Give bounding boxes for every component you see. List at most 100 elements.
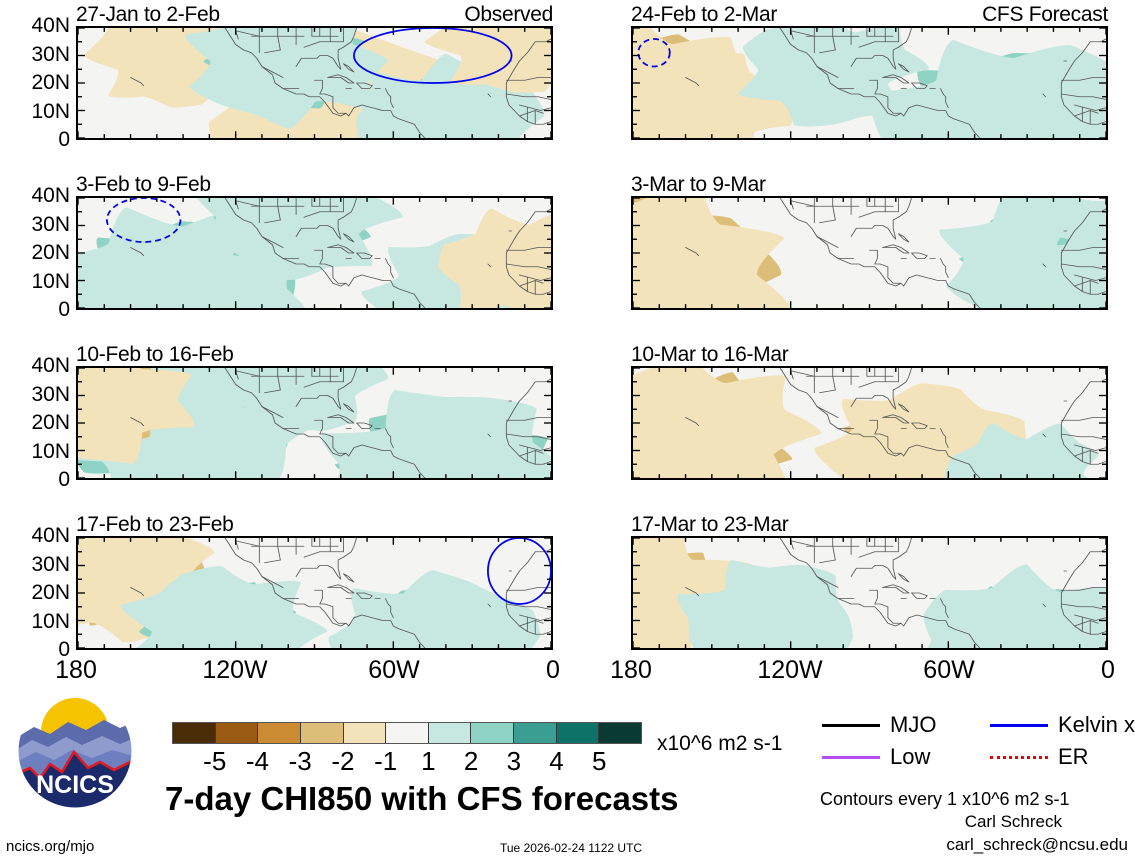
- coastline-path: [487, 263, 491, 268]
- coastline-path: [505, 266, 551, 295]
- coastline-path: [790, 540, 815, 547]
- coastline-path: [819, 49, 836, 54]
- map-plot-area[interactable]: [631, 536, 1108, 650]
- coastline-path: [1060, 208, 1106, 268]
- coastline-path: [348, 444, 426, 478]
- coastline-path: [327, 584, 355, 594]
- coastline-path: [911, 252, 928, 259]
- coastline-path: [1060, 606, 1106, 635]
- coastline-path: [1060, 263, 1106, 270]
- wave-legend: MJO Kelvin x2 Low ER: [822, 712, 1135, 772]
- map-plot-area[interactable]: [631, 26, 1108, 140]
- axis-ticks: [633, 198, 1106, 308]
- legend-item-kelvin-x2: Kelvin x2: [990, 712, 1135, 738]
- axis-ticks: [78, 538, 551, 648]
- coastline-path: [882, 414, 910, 424]
- map-plot-area[interactable]: [76, 26, 553, 140]
- coastline-path: [897, 63, 910, 73]
- panel-title: 17-Mar to 23-Mar: [631, 513, 789, 536]
- coastline-path: [819, 389, 836, 394]
- legend-line-swatch: [990, 755, 1048, 759]
- coastline-path: [790, 200, 815, 207]
- anomaly-shading: [78, 368, 551, 478]
- panel-title: 3-Feb to 9-Feb: [76, 173, 211, 196]
- coastline-path: [519, 444, 551, 451]
- y-axis-tick-label: 20N: [31, 581, 70, 604]
- coastline-path: [487, 603, 491, 608]
- coastline-path: [519, 450, 544, 457]
- x-axis-tick-label: 180: [55, 656, 97, 684]
- anomaly-contour-band: [328, 570, 541, 648]
- coastline-path: [505, 96, 551, 125]
- wave-contour-kelvin-x2: [637, 38, 671, 68]
- coastline-path: [314, 249, 347, 284]
- colorbar-tick-label: 1: [421, 746, 436, 776]
- colorbar-swatch: [300, 723, 344, 743]
- coastline-path: [858, 211, 876, 218]
- coastline-path: [130, 247, 145, 257]
- y-axis-tick-label: 10N: [31, 439, 70, 463]
- coastline-path: [869, 79, 902, 114]
- coastline-path: [385, 598, 394, 619]
- coastline-path: [487, 433, 491, 438]
- coastline-path: [314, 419, 347, 454]
- anomaly-contour-band: [677, 559, 853, 648]
- coastline-path: [264, 219, 281, 224]
- author-label: Carl Schreck: [964, 812, 1062, 831]
- email-label[interactable]: carl_schreck@ncsu.edu: [946, 835, 1128, 854]
- map-panel: 24-Feb to 2-Mar CFS Forecast: [631, 3, 1108, 140]
- y-axis-tick-label: 20N: [31, 411, 70, 434]
- colorbar: -5 -4 -3 -2 -1 1 2 3 4 5 x10^6 m2 s-1: [172, 722, 782, 782]
- map-plot-area[interactable]: [76, 366, 553, 480]
- axis-ticks: [633, 368, 1106, 478]
- anomaly-contour-band: [438, 208, 551, 308]
- coastline-path: [505, 587, 551, 591]
- coastlines: [130, 538, 551, 648]
- anomaly-contour-band: [737, 28, 929, 127]
- y-axis-tick-label: 10N: [31, 609, 70, 633]
- coastline-path: [816, 576, 839, 588]
- coastline-path: [1060, 93, 1106, 100]
- y-axis-tick-label: 10N: [31, 99, 70, 123]
- map-plot-area[interactable]: [76, 196, 553, 310]
- coastline-path: [1060, 247, 1106, 251]
- coastline-path: [1060, 77, 1106, 81]
- coastline-path: [816, 66, 839, 78]
- map-plot-area[interactable]: [631, 196, 1108, 310]
- anomaly-contour-band: [994, 216, 1106, 308]
- y-axis-tick-label: 10N: [31, 269, 70, 293]
- coastline-path: [505, 606, 551, 635]
- anomaly-contour-band: [120, 566, 328, 648]
- coastline-path: [235, 198, 239, 210]
- colorbar-tick-label: -2: [331, 746, 355, 776]
- coastline-path: [130, 587, 145, 597]
- y-axis-tick-label: 20N: [31, 71, 70, 94]
- coastline-path: [1060, 378, 1106, 438]
- coastline-path: [356, 252, 373, 259]
- coastline-path: [342, 573, 355, 583]
- axis-ticks: [78, 28, 551, 138]
- coastline-path: [882, 584, 910, 594]
- footer-site-link[interactable]: ncics.org/mjo: [6, 838, 95, 855]
- wave-contours: [106, 198, 182, 243]
- y-axis-tick-label: 40N: [31, 14, 70, 37]
- coastline-path: [850, 368, 913, 410]
- legend-line-swatch: [822, 755, 880, 759]
- coastline-path: [1074, 280, 1099, 287]
- y-axis-tick-label: 0: [58, 298, 70, 321]
- map-plot-area[interactable]: [631, 366, 1108, 480]
- colorbar-tick-label: -1: [374, 746, 398, 776]
- coastline-path: [224, 28, 350, 117]
- coastline-path: [1042, 263, 1046, 268]
- legend-item-low: Low: [822, 744, 930, 770]
- map-plot-area[interactable]: [76, 536, 553, 650]
- legend-item-label: ER: [1058, 744, 1089, 769]
- coastline-path: [790, 198, 794, 210]
- colorbar-tick-label: -5: [203, 746, 227, 776]
- y-axis-tick-label: 30N: [31, 382, 70, 406]
- anomaly-contour-band: [633, 368, 822, 478]
- y-axis-tick-label: 40N: [31, 524, 70, 547]
- coastline-path: [505, 263, 551, 270]
- coastline-path: [1074, 620, 1099, 627]
- y-axis-tick-label: 40N: [31, 354, 70, 377]
